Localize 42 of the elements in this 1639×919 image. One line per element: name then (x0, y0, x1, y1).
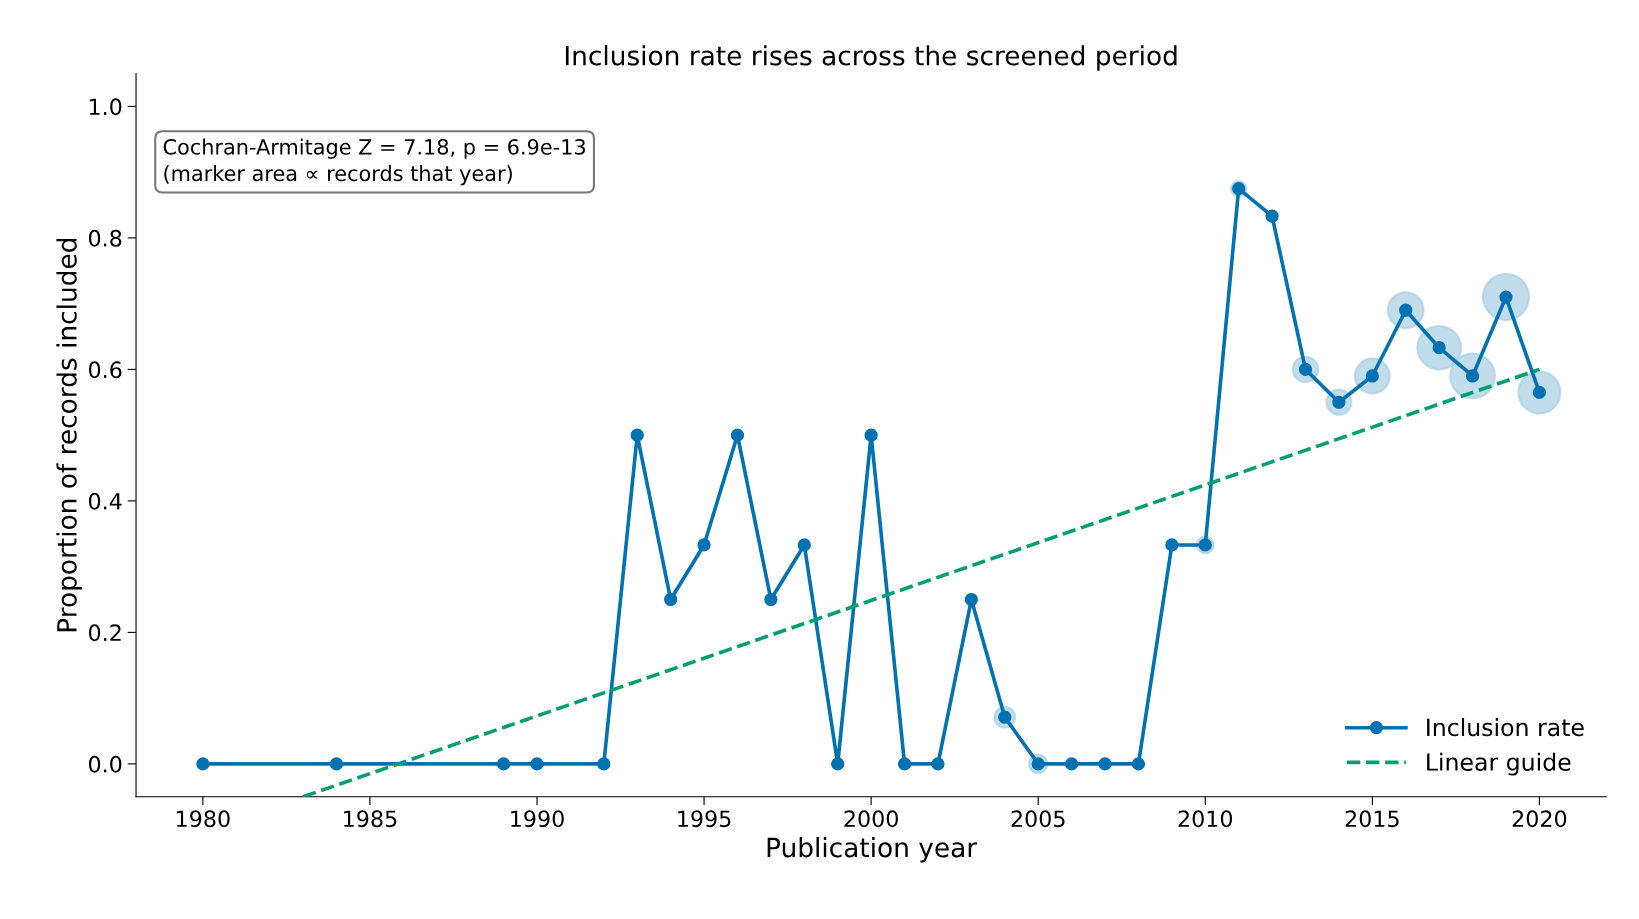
y-tick-label: 0.8 (88, 229, 122, 247)
x-tick-label: 2000 (844, 810, 898, 828)
x-tick-label: 2015 (1345, 810, 1399, 828)
point (196, 757, 210, 771)
point (496, 757, 511, 771)
y-axis-title: Proportion of records included (56, 238, 82, 632)
point (1131, 757, 1146, 771)
point (831, 757, 845, 771)
point (697, 538, 711, 552)
point (630, 428, 644, 442)
y-tick-label: 0.0 (88, 755, 122, 773)
point (797, 538, 811, 552)
legend-label: Inclusion rate (1427, 718, 1584, 737)
point (764, 592, 778, 607)
chart-title: Inclusion rate rises across the screened period (565, 45, 1177, 71)
point (730, 428, 745, 442)
y-tick-label: 0.4 (88, 492, 122, 510)
x-tick-label: 1990 (511, 810, 564, 828)
x-tick-label: 2020 (1512, 810, 1567, 828)
annotation: Cochran-Armitage Z = 7.18, p = 6.9e-13 (marker area ∝ records that year) (163, 138, 586, 186)
point (1065, 757, 1079, 771)
x-tick-label: 1980 (177, 810, 230, 828)
y-tick-label: 1.0 (89, 98, 122, 116)
y-tick-label: 0.2 (88, 624, 121, 642)
point (1098, 757, 1112, 771)
legend-label: Linear guide (1427, 752, 1571, 776)
point (1265, 209, 1279, 223)
point (329, 757, 344, 771)
point (897, 757, 912, 771)
point (931, 757, 945, 771)
y-tick-label: 0.6 (88, 361, 122, 379)
point (864, 428, 878, 442)
point (964, 592, 978, 607)
x-tick-label: 1995 (678, 810, 731, 828)
point (597, 757, 611, 771)
point (1165, 538, 1179, 552)
x-axis-title: Publication year (767, 837, 978, 863)
point (530, 757, 544, 771)
point (664, 592, 678, 607)
x-tick-label: 1985 (344, 810, 397, 828)
x-tick-label: 2005 (1011, 810, 1065, 828)
x-tick-label: 2010 (1178, 810, 1233, 828)
